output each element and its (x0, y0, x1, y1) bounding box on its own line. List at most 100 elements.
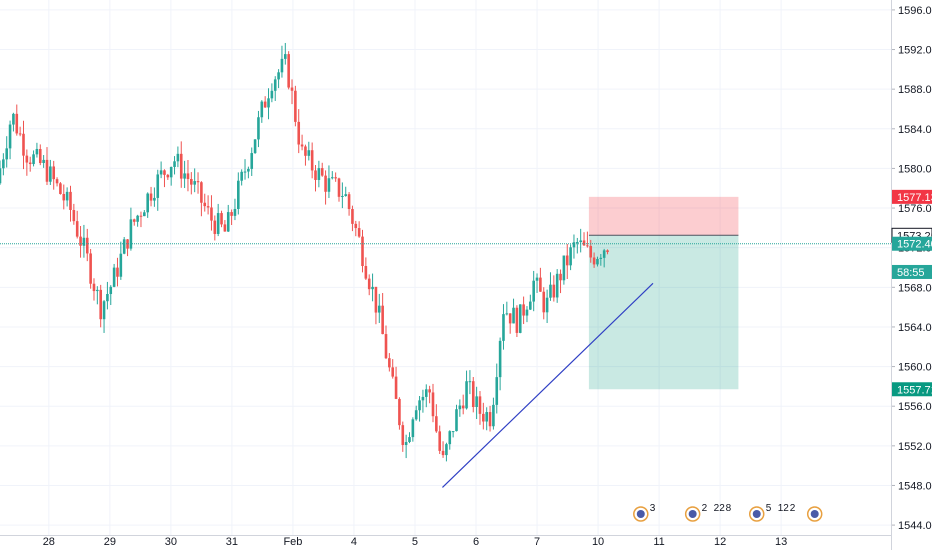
candle-up (545, 297, 549, 313)
price-tag-label: 1572.40 (897, 239, 932, 251)
candle-up (599, 257, 603, 259)
candle-down (592, 257, 596, 265)
candle-down (72, 209, 76, 222)
candle-down (230, 212, 233, 216)
candle-down (75, 221, 79, 237)
candle-down (310, 150, 314, 171)
price-tag (892, 189, 932, 204)
candle-up (579, 240, 582, 243)
event-count-label: 2 (702, 503, 708, 514)
candle-up (502, 314, 505, 341)
event-count-label: 8 (726, 503, 732, 514)
take-profit-zone[interactable] (588, 235, 739, 390)
drawings[interactable] (0, 243, 891, 488)
y-tick-label: 1560.00 (898, 362, 932, 374)
candle-down (324, 175, 327, 192)
x-tick-label: 13 (775, 536, 787, 548)
candle-up (32, 154, 35, 165)
candle-up (253, 139, 257, 154)
candle-down (515, 307, 519, 333)
candle-up (532, 280, 535, 302)
candle-down (539, 277, 542, 292)
us-flag-icon (636, 510, 645, 518)
candle-up (35, 148, 39, 155)
candle-down (357, 228, 361, 237)
candle-up (284, 54, 287, 59)
price-tag (892, 236, 932, 251)
y-tick-label: 1596.00 (898, 5, 932, 17)
candle-up (455, 409, 458, 432)
candle-up (156, 174, 160, 198)
candle-up (176, 153, 180, 162)
candle-down (586, 245, 589, 247)
candle-up (512, 307, 515, 324)
candle-up (596, 258, 599, 265)
candle-down (304, 146, 307, 156)
candle-up (226, 212, 230, 232)
candle-down (206, 206, 210, 208)
trend-line[interactable] (442, 282, 654, 488)
candle-up (341, 195, 344, 197)
x-tick-label: 30 (165, 536, 177, 548)
candle-up (12, 113, 15, 125)
candle-down (401, 425, 405, 445)
candle-up (307, 150, 311, 156)
candle-down (367, 278, 371, 290)
candle-up (267, 98, 270, 108)
candle-down (79, 236, 82, 246)
candle-down (18, 133, 22, 135)
y-tick-label: 1588.00 (898, 84, 932, 96)
y-tick-label: 1580.00 (898, 163, 932, 175)
candle-down (126, 239, 129, 249)
y-tick-label: 1576.00 (898, 203, 932, 215)
candle-up (418, 400, 421, 411)
candle-up (404, 442, 408, 445)
candle-up (122, 239, 126, 254)
y-tick-label: 1564.00 (898, 322, 932, 334)
x-tick-label: 28 (43, 536, 55, 548)
us-flag-icon (688, 510, 697, 518)
us-flag-icon (810, 510, 819, 518)
candle-up (572, 242, 576, 248)
candle-down (589, 246, 593, 258)
candle-down (55, 179, 59, 184)
event-count-label: 12 (778, 503, 790, 514)
candle-up (445, 444, 448, 456)
candle-down (213, 220, 217, 234)
y-tick-label: 1544.00 (898, 520, 932, 532)
candle-down (116, 267, 119, 277)
candle-up (576, 242, 579, 244)
candle-up (344, 194, 348, 196)
candle-up (465, 381, 468, 409)
candle-up (468, 381, 472, 383)
candle-up (495, 377, 499, 405)
candle-up (82, 237, 86, 246)
price-tag-label: 1557.71 (897, 384, 932, 396)
long-position-tool[interactable] (588, 196, 739, 390)
candle-up (247, 168, 250, 172)
candle-down (334, 177, 337, 179)
candle-up (136, 215, 139, 222)
candle-up (8, 124, 12, 149)
candle-down (478, 396, 482, 414)
candle-down (69, 191, 72, 210)
candle-up (424, 389, 428, 397)
x-tick-label: 31 (226, 536, 238, 548)
candle-down (290, 87, 294, 91)
candle-down (565, 255, 569, 266)
candle-up (421, 396, 425, 401)
stop-loss-zone[interactable] (588, 196, 739, 236)
candle-down (320, 168, 324, 176)
candle-up (273, 79, 277, 91)
economic-events[interactable]: 3 2 22 8 5 12 2 (633, 503, 823, 522)
candle-up (240, 171, 243, 181)
candle-down (294, 90, 297, 122)
candle-down (28, 162, 32, 165)
price-tag-label: 1577.13 (897, 192, 932, 204)
candle-up (119, 253, 123, 277)
candle-down (431, 392, 435, 417)
candle-down (354, 223, 358, 229)
grid (0, 0, 891, 535)
